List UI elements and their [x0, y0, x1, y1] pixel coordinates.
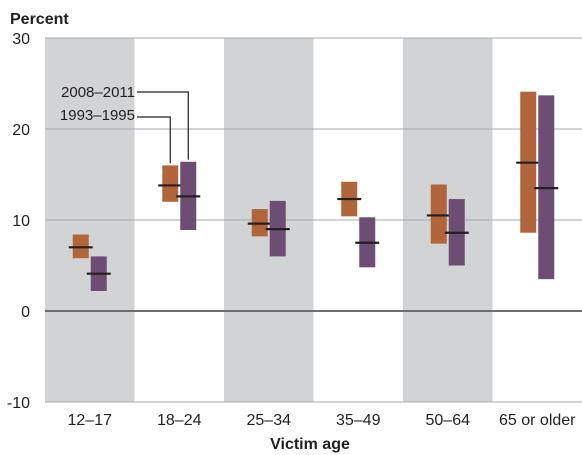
y-tick-label: 20	[12, 122, 30, 139]
gridlines	[45, 37, 582, 403]
x-axis-title: Victim age	[270, 436, 350, 453]
x-tick-label: 12–17	[68, 412, 113, 429]
y-tick-label: 30	[12, 31, 30, 48]
x-tick-label: 35–49	[336, 412, 381, 429]
range-bar	[430, 184, 447, 244]
y-tick-label: -10	[7, 395, 30, 412]
range-marks	[68, 91, 559, 291]
y-axis-title: Percent	[10, 11, 69, 28]
legend-annotation: 2008–2011 1993–1995	[60, 84, 189, 164]
y-tick-label: 10	[12, 213, 30, 230]
x-tick-label: 25–34	[247, 412, 292, 429]
x-tick-label: 18–24	[157, 412, 202, 429]
legend-leader-line	[137, 116, 171, 164]
x-tick-label: 50–64	[426, 412, 471, 429]
x-tick-label: 65 or older	[499, 412, 576, 429]
legend-label: 1993–1995	[60, 107, 135, 124]
x-tick-labels: 12–17 18–24 25–34 35–49 50–64 65 or older	[68, 412, 577, 429]
legend-leader-line	[137, 91, 189, 160]
y-tick-label: 0	[21, 304, 30, 321]
y-tick-labels: -10 0 10 20 30	[7, 31, 30, 412]
legend-label: 2008–2011	[61, 84, 135, 101]
range-bar	[162, 165, 179, 202]
